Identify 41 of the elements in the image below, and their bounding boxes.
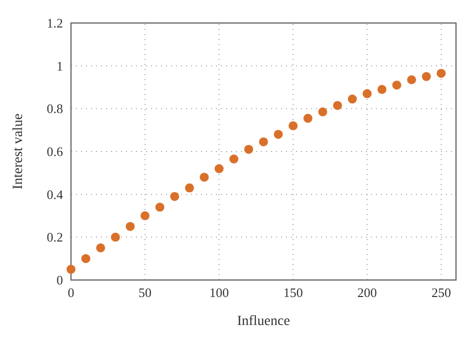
point bbox=[244, 144, 254, 154]
x-tick-label: 0 bbox=[68, 285, 74, 300]
point bbox=[214, 164, 224, 174]
point bbox=[170, 192, 180, 201]
point bbox=[81, 254, 90, 264]
y-tick-label: 1 bbox=[56, 58, 63, 74]
point bbox=[184, 183, 194, 192]
x-tick-label: 200 bbox=[357, 285, 377, 300]
point bbox=[66, 264, 76, 274]
point bbox=[200, 172, 209, 182]
point bbox=[436, 68, 446, 78]
point bbox=[422, 72, 431, 82]
point bbox=[259, 137, 268, 146]
point bbox=[348, 94, 357, 104]
y-tick-label: 0.2 bbox=[46, 230, 63, 245]
x-tick-label: 250 bbox=[431, 285, 451, 300]
point bbox=[126, 222, 135, 231]
y-tick-label: 0.6 bbox=[46, 144, 64, 159]
y-tick-label: 0.4 bbox=[46, 186, 64, 202]
point bbox=[377, 84, 386, 94]
point bbox=[140, 211, 150, 220]
point bbox=[318, 107, 328, 116]
y-tick-label: 0 bbox=[56, 272, 63, 288]
y-tick-label: 0.8 bbox=[46, 101, 63, 116]
x-tick-label: 150 bbox=[283, 285, 303, 300]
point bbox=[229, 154, 238, 164]
point bbox=[303, 114, 312, 123]
x-tick-label: 100 bbox=[209, 285, 229, 300]
x-axis-title: Influence bbox=[237, 314, 290, 329]
y-tick-label: 1.2 bbox=[46, 16, 63, 30]
x-tick-label: 50 bbox=[138, 285, 152, 300]
point bbox=[392, 80, 402, 90]
point bbox=[333, 100, 342, 110]
point bbox=[288, 121, 298, 130]
point bbox=[407, 75, 416, 84]
point bbox=[274, 130, 283, 139]
point bbox=[155, 202, 164, 212]
y-axis-title: Interest value bbox=[11, 114, 26, 190]
point bbox=[362, 89, 372, 98]
point bbox=[110, 232, 120, 242]
point bbox=[96, 243, 106, 252]
